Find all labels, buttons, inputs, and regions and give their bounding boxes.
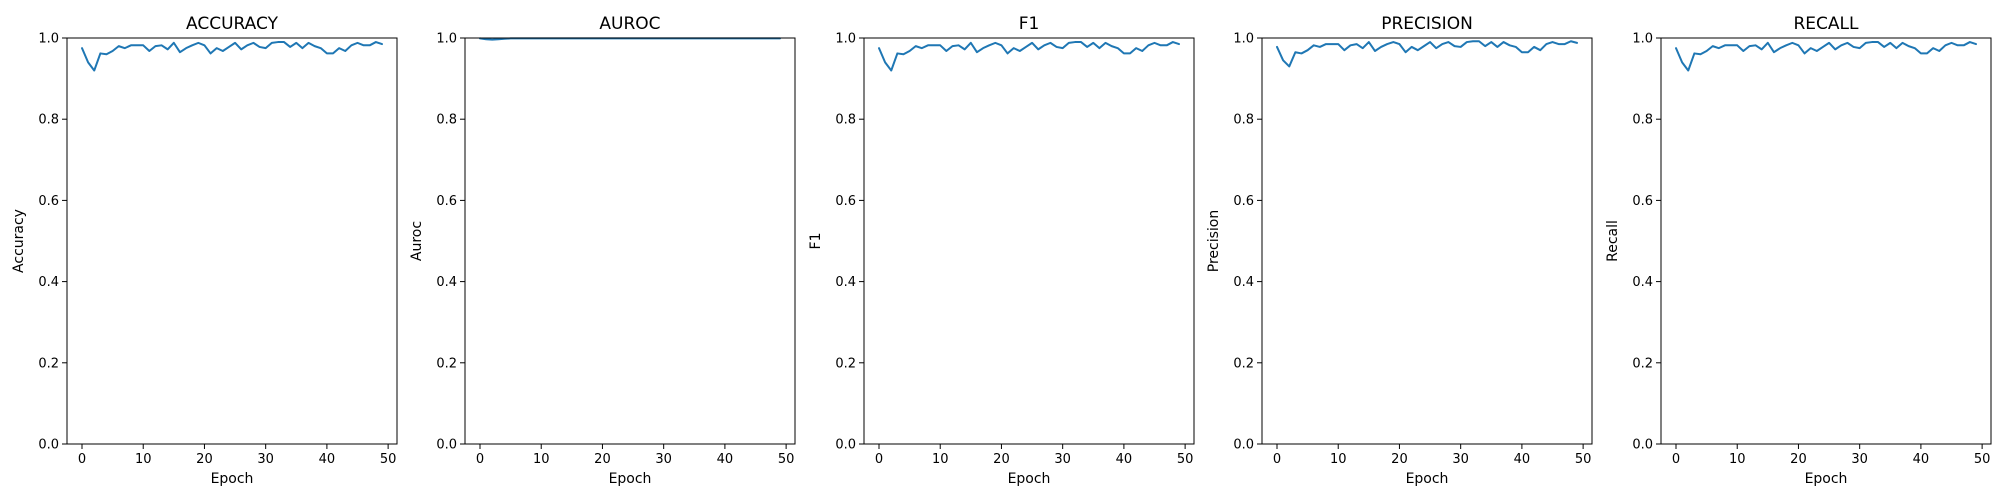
x-tick-label: 30 (1851, 452, 1868, 467)
y-tick-label: 0.0 (38, 438, 59, 453)
y-tick-label: 1.0 (1632, 32, 1653, 47)
y-tick-label: 0.6 (436, 194, 457, 209)
y-tick-label: 0.0 (1233, 438, 1254, 453)
x-tick-label: 30 (655, 452, 672, 467)
x-tick-label: 0 (476, 452, 484, 467)
y-tick-label: 0.4 (835, 275, 856, 290)
y-tick-label: 0.2 (38, 356, 59, 371)
y-tick-label: 0.0 (436, 438, 457, 453)
x-tick-label: 40 (717, 452, 734, 467)
plot-frame (66, 37, 398, 445)
y-tick-label: 0.4 (38, 275, 59, 290)
y-tick-label: 0.4 (1632, 275, 1653, 290)
y-tick-label: 0.2 (1233, 356, 1254, 371)
y-axis-label: Precision (1206, 210, 1222, 272)
y-tick-label: 1.0 (1233, 32, 1254, 47)
x-axis-label: Epoch (609, 471, 652, 487)
y-tick-label: 1.0 (38, 32, 59, 47)
x-tick-label: 50 (1177, 452, 1194, 467)
plot-frame (464, 37, 796, 445)
panel-recall: RECALL 0.0 0.2 0.4 0.6 0.8 1.0 0 10 20 30 40 50 Epoch… (1605, 14, 1992, 487)
x-tick-label: 0 (875, 452, 883, 467)
y-tick-label: 0.8 (1233, 113, 1254, 128)
x-tick-label: 40 (1514, 452, 1531, 467)
x-tick-label: 40 (319, 452, 336, 467)
y-tick-label: 0.6 (835, 194, 856, 209)
panel-precision: PRECISION 0.0 0.2 0.4 0.6 0.8 1.0 0 10 20 30 40 50 Ep… (1206, 14, 1593, 487)
y-tick-label: 0.6 (1632, 194, 1653, 209)
x-tick-label: 40 (1913, 452, 1930, 467)
y-axis-label: Accuracy (11, 209, 27, 273)
y-tick-label: 0.8 (1632, 113, 1653, 128)
y-tick-label: 0.0 (835, 438, 856, 453)
x-tick-label: 50 (1974, 452, 1991, 467)
panel-accuracy: ACCURACY 0.0 0.2 0.4 0.6 0.8 1.0 0 10 20 30 40 50 Epo… (11, 14, 398, 487)
y-tick-label: 0.4 (1233, 275, 1254, 290)
x-tick-label: 10 (533, 452, 550, 467)
chart-title: F1 (1019, 14, 1040, 34)
chart-title: RECALL (1794, 14, 1860, 34)
series-line-accuracy (81, 41, 383, 72)
x-tick-label: 50 (380, 452, 397, 467)
plot-frame (1660, 37, 1992, 445)
x-tick-label: 0 (1672, 452, 1680, 467)
y-tick-label: 1.0 (835, 32, 856, 47)
y-tick-label: 0.8 (835, 113, 856, 128)
x-tick-label: 10 (1729, 452, 1746, 467)
series-line-auroc (479, 37, 781, 41)
y-tick-label: 0.8 (436, 113, 457, 128)
panel-f1: F1 0.0 0.2 0.4 0.6 0.8 1.0 0 10 20 30 40 50 Epoch F1 (808, 14, 1195, 487)
x-axis-label: Epoch (1008, 471, 1051, 487)
x-tick-label: 0 (78, 452, 86, 467)
y-tick-label: 0.6 (1233, 194, 1254, 209)
y-tick-label: 0.6 (38, 194, 59, 209)
x-tick-label: 30 (1054, 452, 1071, 467)
plot-frame (863, 37, 1195, 445)
x-tick-label: 30 (1452, 452, 1469, 467)
series-line-f1 (878, 41, 1180, 72)
x-tick-label: 0 (1273, 452, 1281, 467)
series-line-recall (1675, 41, 1977, 72)
panel-auroc: AUROC 0.0 0.2 0.4 0.6 0.8 1.0 0 10 20 30 40 50 Epoch A… (409, 14, 796, 487)
x-tick-label: 10 (135, 452, 152, 467)
y-tick-label: 0.2 (835, 356, 856, 371)
y-tick-label: 1.0 (436, 32, 457, 47)
x-tick-label: 20 (1790, 452, 1807, 467)
plot-frame (1261, 37, 1593, 445)
y-axis-label: Recall (1605, 220, 1621, 262)
y-tick-label: 0.2 (436, 356, 457, 371)
x-axis-label: Epoch (1805, 471, 1848, 487)
y-tick-label: 0.4 (436, 275, 457, 290)
x-tick-label: 20 (594, 452, 611, 467)
x-tick-label: 50 (778, 452, 795, 467)
y-axis-label: F1 (808, 233, 824, 250)
y-axis-label: Auroc (409, 221, 425, 261)
x-tick-label: 20 (196, 452, 213, 467)
x-tick-label: 20 (1391, 452, 1408, 467)
x-tick-label: 10 (1330, 452, 1347, 467)
x-tick-label: 30 (257, 452, 274, 467)
x-tick-label: 50 (1575, 452, 1592, 467)
y-tick-label: 0.0 (1632, 438, 1653, 453)
x-tick-label: 20 (993, 452, 1010, 467)
x-axis-label: Epoch (1406, 471, 1449, 487)
y-tick-label: 0.2 (1632, 356, 1653, 371)
y-tick-label: 0.8 (38, 113, 59, 128)
x-tick-label: 40 (1116, 452, 1133, 467)
x-axis-label: Epoch (211, 471, 254, 487)
series-line-precision (1276, 40, 1578, 68)
chart-title: ACCURACY (186, 14, 279, 34)
chart-title: PRECISION (1381, 14, 1473, 34)
chart-title: AUROC (599, 14, 660, 34)
x-tick-label: 10 (932, 452, 949, 467)
